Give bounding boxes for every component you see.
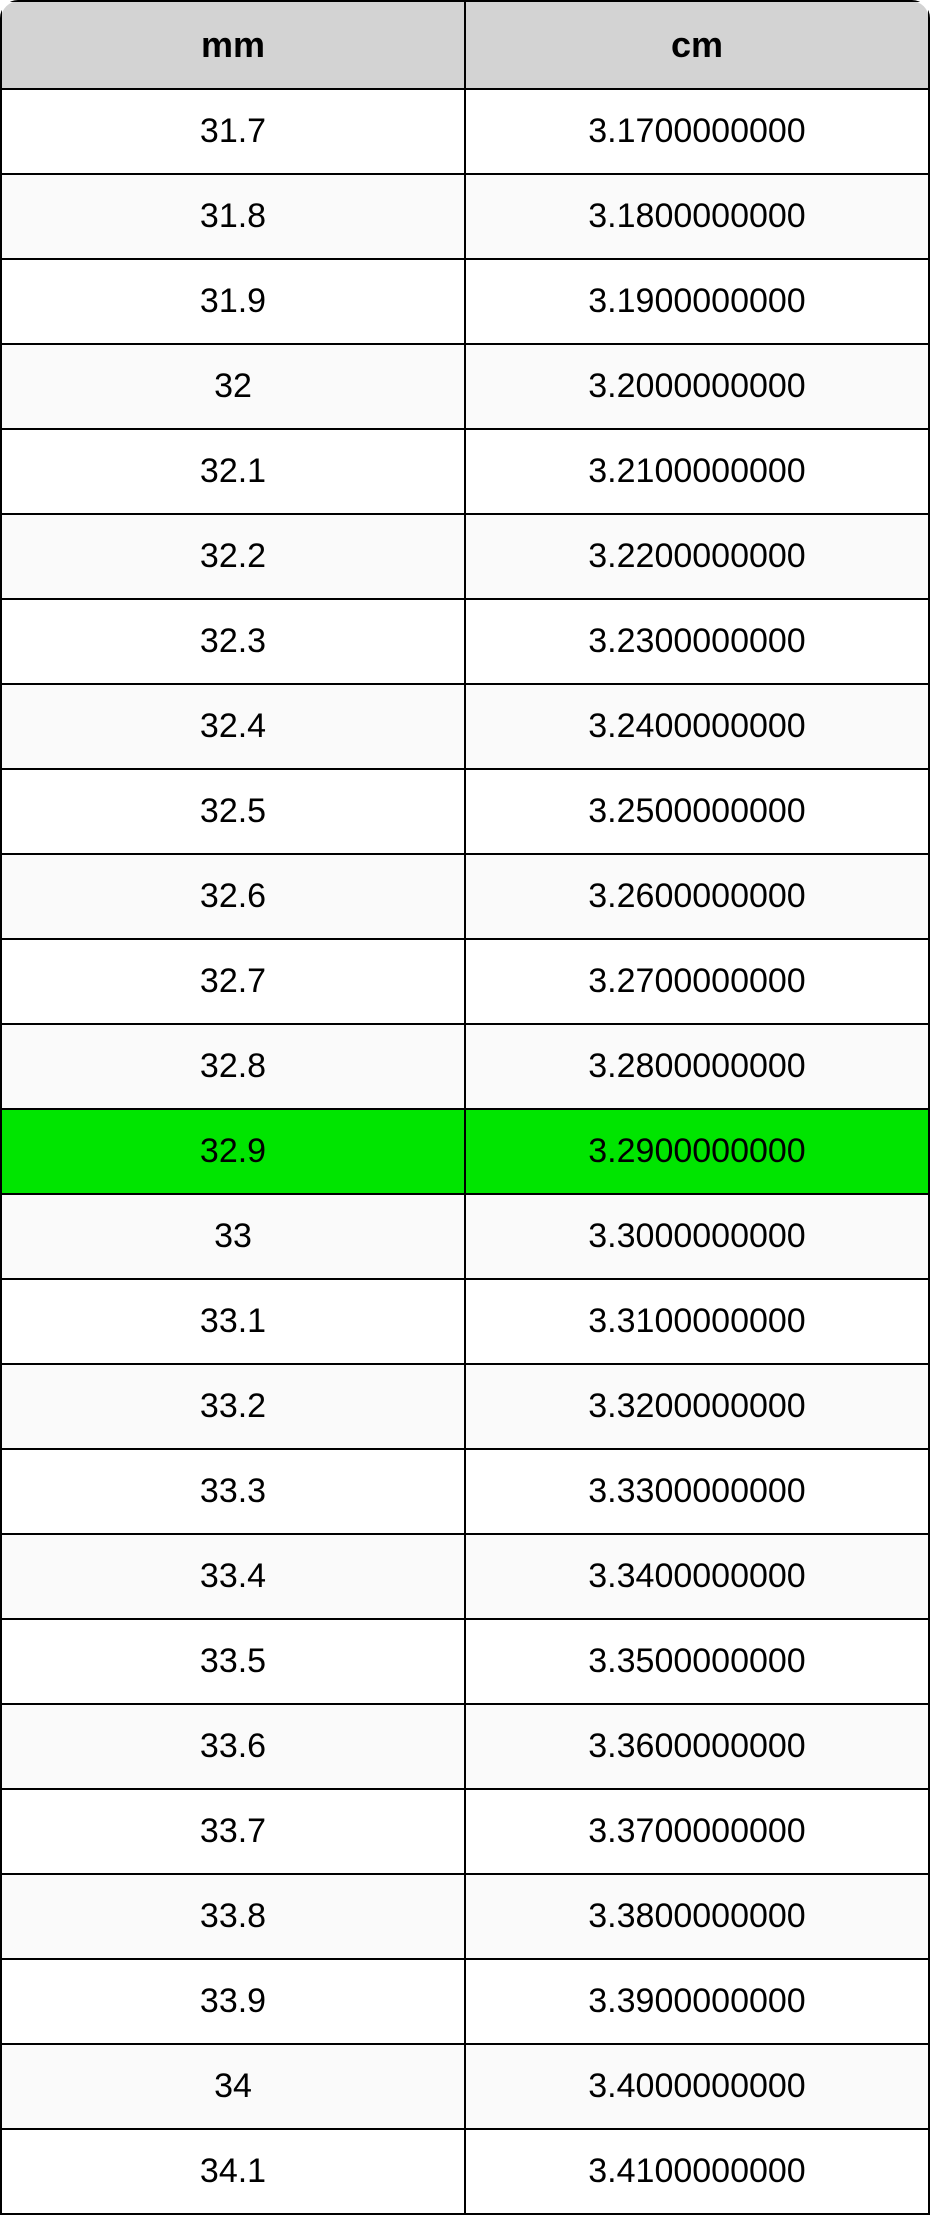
table-row: 32.43.2400000000 xyxy=(1,684,929,769)
cell-cm: 3.3800000000 xyxy=(465,1874,929,1959)
table-row: 32.13.2100000000 xyxy=(1,429,929,514)
table-row: 33.23.3200000000 xyxy=(1,1364,929,1449)
table-row: 33.93.3900000000 xyxy=(1,1959,929,2044)
cell-cm: 3.3600000000 xyxy=(465,1704,929,1789)
cell-cm: 3.3200000000 xyxy=(465,1364,929,1449)
cell-mm: 31.7 xyxy=(1,89,465,174)
table-row: 33.53.3500000000 xyxy=(1,1619,929,1704)
table-row: 32.53.2500000000 xyxy=(1,769,929,854)
cell-mm: 32.3 xyxy=(1,599,465,684)
cell-cm: 3.2200000000 xyxy=(465,514,929,599)
cell-mm: 34 xyxy=(1,2044,465,2129)
cell-mm: 33.2 xyxy=(1,1364,465,1449)
cell-cm: 3.2300000000 xyxy=(465,599,929,684)
table-row: 333.3000000000 xyxy=(1,1194,929,1279)
cell-mm: 33.1 xyxy=(1,1279,465,1364)
cell-mm: 33.9 xyxy=(1,1959,465,2044)
cell-cm: 3.1900000000 xyxy=(465,259,929,344)
table-row: 32.33.2300000000 xyxy=(1,599,929,684)
table-row: 33.33.3300000000 xyxy=(1,1449,929,1534)
table-row: 31.73.1700000000 xyxy=(1,89,929,174)
table-row: 343.4000000000 xyxy=(1,2044,929,2129)
table-body: 31.73.170000000031.83.180000000031.93.19… xyxy=(1,89,929,2214)
table-header: mm cm xyxy=(1,1,929,89)
cell-cm: 3.2000000000 xyxy=(465,344,929,429)
cell-mm: 33.8 xyxy=(1,1874,465,1959)
cell-cm: 3.2400000000 xyxy=(465,684,929,769)
cell-mm: 32.5 xyxy=(1,769,465,854)
cell-mm: 33.4 xyxy=(1,1534,465,1619)
table-row: 32.93.2900000000 xyxy=(1,1109,929,1194)
table-row: 33.83.3800000000 xyxy=(1,1874,929,1959)
table-row: 32.83.2800000000 xyxy=(1,1024,929,1109)
cell-mm: 33.7 xyxy=(1,1789,465,1874)
table-row: 33.43.3400000000 xyxy=(1,1534,929,1619)
table-row: 31.83.1800000000 xyxy=(1,174,929,259)
cell-cm: 3.2900000000 xyxy=(465,1109,929,1194)
column-header-mm: mm xyxy=(1,1,465,89)
cell-mm: 31.8 xyxy=(1,174,465,259)
table-row: 33.13.3100000000 xyxy=(1,1279,929,1364)
cell-cm: 3.3400000000 xyxy=(465,1534,929,1619)
cell-cm: 3.2600000000 xyxy=(465,854,929,939)
conversion-table-container: mm cm 31.73.170000000031.83.180000000031… xyxy=(0,0,930,2215)
cell-mm: 32.6 xyxy=(1,854,465,939)
cell-mm: 32.1 xyxy=(1,429,465,514)
table-row: 34.13.4100000000 xyxy=(1,2129,929,2214)
header-row: mm cm xyxy=(1,1,929,89)
table-row: 32.73.2700000000 xyxy=(1,939,929,1024)
cell-mm: 32.2 xyxy=(1,514,465,599)
cell-mm: 32.4 xyxy=(1,684,465,769)
cell-mm: 32 xyxy=(1,344,465,429)
table-row: 32.23.2200000000 xyxy=(1,514,929,599)
cell-cm: 3.3000000000 xyxy=(465,1194,929,1279)
cell-mm: 32.9 xyxy=(1,1109,465,1194)
table-row: 33.63.3600000000 xyxy=(1,1704,929,1789)
cell-cm: 3.2800000000 xyxy=(465,1024,929,1109)
cell-cm: 3.4100000000 xyxy=(465,2129,929,2214)
cell-cm: 3.4000000000 xyxy=(465,2044,929,2129)
cell-mm: 31.9 xyxy=(1,259,465,344)
conversion-table: mm cm 31.73.170000000031.83.180000000031… xyxy=(0,0,930,2215)
cell-mm: 32.8 xyxy=(1,1024,465,1109)
cell-cm: 3.2700000000 xyxy=(465,939,929,1024)
table-row: 31.93.1900000000 xyxy=(1,259,929,344)
cell-mm: 33 xyxy=(1,1194,465,1279)
cell-mm: 33.6 xyxy=(1,1704,465,1789)
column-header-cm: cm xyxy=(465,1,929,89)
cell-mm: 33.5 xyxy=(1,1619,465,1704)
cell-mm: 34.1 xyxy=(1,2129,465,2214)
cell-cm: 3.3900000000 xyxy=(465,1959,929,2044)
cell-cm: 3.2100000000 xyxy=(465,429,929,514)
cell-cm: 3.3500000000 xyxy=(465,1619,929,1704)
cell-cm: 3.2500000000 xyxy=(465,769,929,854)
cell-cm: 3.3100000000 xyxy=(465,1279,929,1364)
table-row: 323.2000000000 xyxy=(1,344,929,429)
cell-cm: 3.3300000000 xyxy=(465,1449,929,1534)
cell-mm: 33.3 xyxy=(1,1449,465,1534)
table-row: 33.73.3700000000 xyxy=(1,1789,929,1874)
cell-cm: 3.1700000000 xyxy=(465,89,929,174)
cell-mm: 32.7 xyxy=(1,939,465,1024)
cell-cm: 3.3700000000 xyxy=(465,1789,929,1874)
table-row: 32.63.2600000000 xyxy=(1,854,929,939)
cell-cm: 3.1800000000 xyxy=(465,174,929,259)
